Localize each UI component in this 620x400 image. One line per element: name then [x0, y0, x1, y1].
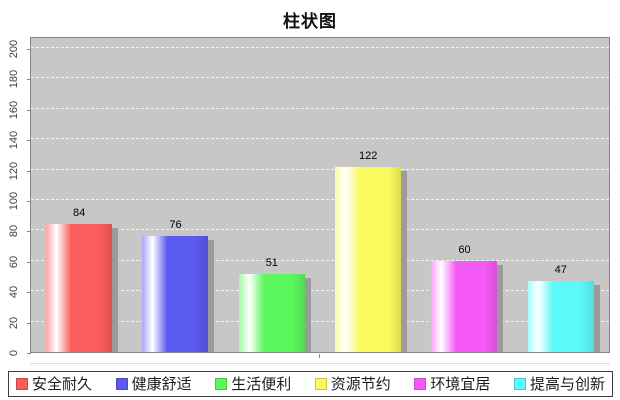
- bar-slot: 76: [127, 38, 223, 352]
- y-axis-tickmark: [27, 262, 31, 263]
- gridline: [31, 199, 609, 200]
- legend-item-label: 提高与创新: [529, 375, 605, 393]
- y-axis-label: 180: [8, 70, 20, 89]
- legend-swatch: [16, 378, 28, 390]
- bar: [142, 236, 209, 352]
- legend-item-label: 健康舒适: [131, 375, 192, 393]
- legend-item: 提高与创新: [513, 375, 605, 393]
- legend-item: 环境宜居: [414, 377, 490, 392]
- legend-item: 资源节约: [314, 375, 391, 393]
- y-axis-label: 60: [8, 255, 20, 268]
- y-axis-label: 120: [8, 161, 20, 180]
- gridline: [31, 320, 609, 322]
- legend-swatch: [414, 378, 427, 390]
- gridline: [31, 47, 609, 48]
- y-axis-tickmark: [27, 79, 31, 80]
- legend-item-label: 环境宜居: [430, 375, 491, 393]
- y-axis-label: 160: [8, 100, 20, 119]
- y-axis-label: 140: [8, 131, 20, 150]
- gridline: [31, 229, 609, 231]
- y-axis-tickmark: [27, 323, 31, 324]
- bar-value-label: 47: [554, 263, 567, 276]
- y-axis-label: 80: [8, 225, 20, 238]
- bar: [335, 166, 402, 352]
- bar-slot: 60: [416, 38, 512, 352]
- y-axis-label: 0: [8, 349, 20, 357]
- y-axis-label: 100: [8, 191, 20, 211]
- bar-value-label: 76: [169, 219, 182, 232]
- x-axis-tick: [319, 354, 320, 358]
- y-axis-label: 40: [8, 286, 20, 299]
- bar-series: 84 76 51 122 60 47: [31, 38, 609, 352]
- legend-item: 安全耐久: [16, 377, 92, 392]
- y-axis-tickmark: [27, 231, 31, 232]
- bar: [527, 280, 594, 352]
- y-axis-label: 20: [8, 316, 20, 329]
- legend-item: 健康舒适: [115, 375, 192, 393]
- axis-baseline: [30, 363, 610, 364]
- y-axis-tickmark: [27, 201, 31, 202]
- gridline: [31, 107, 609, 109]
- y-axis-tickmark: [27, 292, 31, 293]
- y-axis-tickmark: [27, 353, 31, 354]
- legend-item: 生活便利: [215, 377, 291, 392]
- plot-area: 84 76 51 122 60 47: [30, 37, 610, 353]
- bar-slot: 84: [31, 38, 127, 352]
- legend-item-label: 资源节约: [330, 375, 391, 393]
- y-axis-label: 200: [8, 39, 20, 59]
- gridline: [31, 259, 609, 261]
- legend-swatch: [115, 378, 128, 390]
- legend-item-label: 安全耐久: [32, 375, 93, 393]
- bar: [431, 260, 498, 352]
- bar-value-label: 60: [458, 243, 471, 256]
- legend-swatch: [513, 378, 526, 390]
- bar-slot: 47: [513, 38, 609, 352]
- legend-swatch: [314, 378, 327, 390]
- gridline: [31, 77, 609, 79]
- legend-item-label: 生活便利: [231, 375, 292, 393]
- bar-slot: 122: [320, 38, 416, 352]
- legend: 安全耐久 健康舒适 生活便利 资源节约 环境宜居 提高与创新: [8, 371, 613, 397]
- y-axis-tickmark: [27, 140, 31, 141]
- bar: [46, 224, 113, 352]
- bar-value-label: 122: [358, 149, 378, 162]
- chart-title: 柱状图: [283, 12, 337, 31]
- gridline: [31, 168, 609, 170]
- bar-slot: 51: [224, 38, 320, 352]
- y-axis-tickmark: [27, 110, 31, 111]
- y-axis-tickmark: [27, 49, 31, 50]
- y-axis-tickmark: [27, 171, 31, 172]
- legend-swatch: [215, 378, 228, 390]
- bar: [238, 274, 305, 352]
- gridline: [31, 290, 609, 292]
- bar-value-label: 51: [265, 257, 278, 270]
- gridline: [31, 138, 609, 140]
- bar-value-label: 84: [73, 207, 86, 220]
